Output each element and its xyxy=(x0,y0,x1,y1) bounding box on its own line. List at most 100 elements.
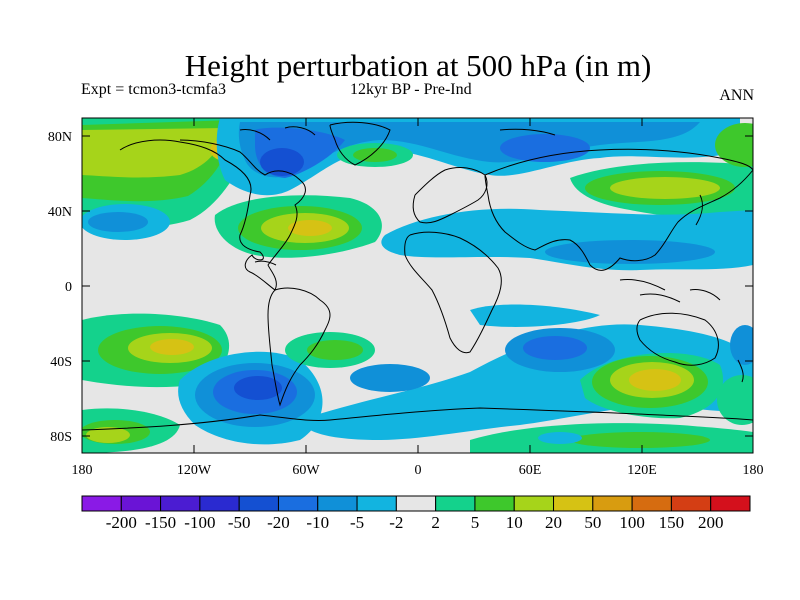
colorbar-box-5 xyxy=(277,495,319,512)
colorbar-box-3 xyxy=(199,495,240,512)
lon-label-180W: 180 xyxy=(72,463,93,478)
colorbar-box-6 xyxy=(317,495,358,512)
lon-label-60E: 60E xyxy=(519,463,542,478)
colorbar-box-2 xyxy=(160,495,201,512)
colorbar-label-0: -200 xyxy=(106,513,137,532)
lon-tick-60W: 60W xyxy=(292,118,320,478)
coastline-caribbean xyxy=(254,260,277,266)
colorbar-box-10 xyxy=(474,495,515,512)
contour-pos-south-atlantic-inner xyxy=(307,340,363,360)
lon-tick-60E: 60E xyxy=(519,118,542,478)
coastline-africa xyxy=(404,231,502,354)
coastline-europe xyxy=(412,167,488,224)
lon-label-60W: 60W xyxy=(292,463,320,478)
colorbar-box-7 xyxy=(356,495,397,512)
lat-label-80S: 80S xyxy=(50,430,72,445)
colorbar-box-9 xyxy=(435,495,476,512)
latitude-axis: 80N 40N 0 40S 80S xyxy=(48,130,753,445)
colorbar-label-11: 20 xyxy=(545,513,562,532)
colorbar-label-5: -10 xyxy=(306,513,329,532)
lat-label-40S: 40S xyxy=(50,355,72,370)
contour-pos-greenland-inner xyxy=(353,148,397,162)
colorbar-label-10: 10 xyxy=(506,513,523,532)
colorbar-box-4 xyxy=(238,495,279,512)
contour-pos-south-pacific-max xyxy=(150,339,194,355)
contour-neg-eurasia-inner xyxy=(545,240,715,264)
lon-tick-180E: 180 xyxy=(743,445,764,478)
colorbar-label-12: 50 xyxy=(584,513,601,532)
colorbar: -200 -150 -100 -50 -20 -10 -5 -2 2 5 10 20 50 100 150 2… xyxy=(81,495,751,532)
contour-neg-siberia xyxy=(500,134,590,162)
lon-label-120W: 120W xyxy=(177,463,212,478)
coastline-new-zealand xyxy=(737,359,744,383)
colorbar-label-15: 200 xyxy=(698,513,724,532)
experiment-label: Expt = tcmon3-tcmfa3 xyxy=(81,81,226,98)
colorbar-label-13: 100 xyxy=(619,513,645,532)
contour-pos-ne-corner xyxy=(715,123,753,167)
contour-neg-canada xyxy=(260,148,304,176)
coastline-indonesia xyxy=(619,279,721,303)
lat-tick-80N: 80N xyxy=(48,130,753,145)
contour-pos-australia-south-max xyxy=(629,369,681,391)
lon-tick-120W: 120W xyxy=(177,118,212,478)
colorbar-label-1: -150 xyxy=(145,513,176,532)
contour-neg-south-atlantic xyxy=(350,364,430,392)
contour-neg-southern-belt xyxy=(300,324,753,440)
colorbar-box-15 xyxy=(670,495,712,512)
contour-pos-antarctic-east-inner xyxy=(570,432,710,448)
lon-label-120E: 120E xyxy=(627,463,657,478)
colorbar-box-14 xyxy=(631,495,672,512)
period-label: 12kyr BP - Pre-Ind xyxy=(350,81,472,98)
lat-label-0: 0 xyxy=(65,280,72,295)
colorbar-box-0 xyxy=(81,495,122,512)
lon-label-180E: 180 xyxy=(743,463,764,478)
colorbar-label-3: -50 xyxy=(228,513,251,532)
colorbar-label-7: -2 xyxy=(389,513,403,532)
colorbar-box-16 xyxy=(710,495,751,512)
contour-neg-south-america-max xyxy=(234,376,282,400)
contour-field xyxy=(82,118,753,453)
colorbar-label-9: 5 xyxy=(471,513,480,532)
coastline-asia xyxy=(484,148,753,271)
contour-pos-antarctic-west-core xyxy=(86,427,130,443)
colorbar-box-11 xyxy=(513,495,555,512)
colorbar-box-1 xyxy=(120,495,162,512)
colorbar-label-4: -20 xyxy=(267,513,290,532)
contour-neg-antarctic-coast xyxy=(538,432,582,444)
colorbar-labels: -200 -150 -100 -50 -20 -10 -5 -2 2 5 10 20 50 100 150 2… xyxy=(106,513,724,532)
contour-pos-south-pacific-east xyxy=(717,375,753,425)
contour-neg-equatorial-pacific xyxy=(470,304,600,327)
coastline-australia xyxy=(636,312,719,366)
colorbar-box-8 xyxy=(395,495,437,512)
colorbar-box-12 xyxy=(553,495,594,512)
colorbar-label-8: 2 xyxy=(431,513,440,532)
colorbar-box-13 xyxy=(592,495,633,512)
contour-neg-arctic-inner xyxy=(238,122,700,178)
colorbar-boxes xyxy=(81,495,751,512)
lon-label-0: 0 xyxy=(415,463,422,478)
coastline-antarctica xyxy=(82,407,753,431)
lat-tick-40N: 40N xyxy=(48,205,753,220)
lat-tick-80S: 80S xyxy=(50,430,753,445)
page-title: Height perturbation at 500 hPa (in m) xyxy=(184,48,652,83)
lat-tick-0: 0 xyxy=(65,280,753,295)
lat-label-80N: 80N xyxy=(48,130,72,145)
lat-label-40N: 40N xyxy=(48,205,72,220)
season-label: ANN xyxy=(719,87,754,104)
contour-neg-east-pacific xyxy=(730,325,753,365)
lat-tick-40S: 40S xyxy=(50,355,753,370)
contour-neg-indian-ocean-core xyxy=(523,336,587,360)
coastline-greenland xyxy=(329,121,391,166)
lon-tick-120E: 120E xyxy=(627,118,657,478)
colorbar-label-14: 150 xyxy=(659,513,685,532)
lon-tick-180W: 180 xyxy=(72,445,93,478)
coastline-arctic-islands xyxy=(239,126,556,141)
coastline-south-america xyxy=(267,287,331,407)
coastline-japan xyxy=(695,194,704,226)
contour-neg-na-east-inner xyxy=(88,212,148,232)
contour-pos-atlantic-max xyxy=(288,220,332,236)
lon-tick-0: 0 xyxy=(415,118,422,478)
coastlines xyxy=(82,121,753,431)
longitude-axis: 180 120W 60W 0 60E 120E 180 xyxy=(72,118,764,478)
